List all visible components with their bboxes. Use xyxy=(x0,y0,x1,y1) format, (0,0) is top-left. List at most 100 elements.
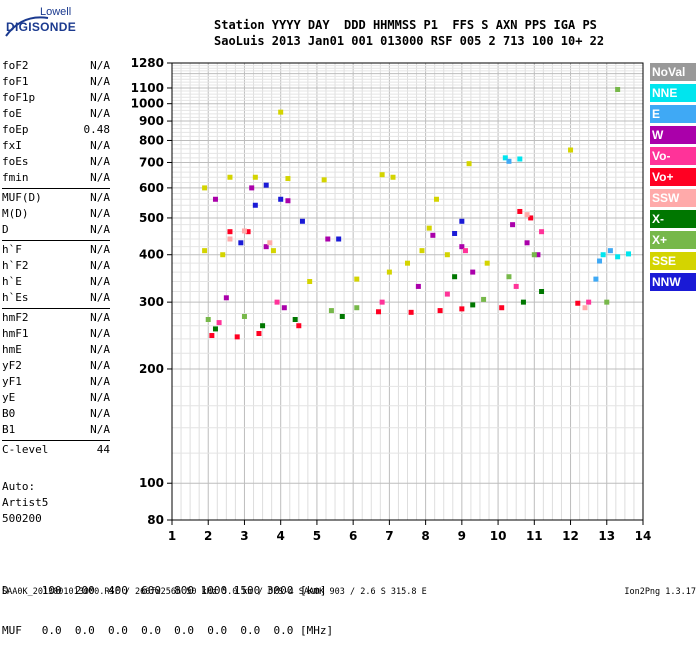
param-value: N/A xyxy=(90,311,110,324)
echo-point-vo xyxy=(216,320,222,326)
echo-point-sse xyxy=(426,225,432,231)
echo-point-w xyxy=(415,283,421,289)
param-value: N/A xyxy=(90,223,110,236)
echo-point-sse xyxy=(202,185,208,191)
file-info-footer: SAA0K_2013001013000.RSF / 260fx256h 50 k… xyxy=(2,587,427,597)
param-row: C-level 44 xyxy=(2,442,110,458)
legend-item-vo: Vo- xyxy=(650,147,696,165)
echo-point-vo xyxy=(408,309,414,315)
echo-point-nne xyxy=(600,252,606,258)
x-tick-label: 8 xyxy=(421,529,429,543)
echo-point-nne xyxy=(517,156,523,162)
echo-point-vo xyxy=(376,309,382,315)
echo-point-e xyxy=(593,276,599,282)
y-tick-label: 900 xyxy=(139,114,164,128)
echo-point-vo xyxy=(513,283,519,289)
param-name: MUF(D) xyxy=(2,191,42,204)
echo-point-ssw xyxy=(524,212,530,218)
x-tick-label: 2 xyxy=(204,529,212,543)
param-name: B0 xyxy=(2,407,16,420)
param-row: yF2 N/A xyxy=(2,358,110,374)
x-tick-label: 9 xyxy=(458,529,466,543)
param-name: C-level xyxy=(2,443,49,456)
param-row: h`F2 N/A xyxy=(2,258,110,274)
echo-point-ssw xyxy=(241,228,247,234)
muf-table-distance-row: D 100 200 400 600 800 1000 1500 3000 [km… xyxy=(2,584,327,597)
param-value: 44 xyxy=(96,443,110,456)
echo-point-vo xyxy=(256,331,262,337)
echo-point-nnw xyxy=(299,218,305,224)
y-tick-label: 80 xyxy=(147,513,164,527)
echo-point-sse xyxy=(227,174,233,180)
echo-point-x xyxy=(470,302,476,308)
legend-item-noval: NoVal xyxy=(650,63,696,81)
param-row: hmF2 N/A xyxy=(2,310,110,326)
param-value: N/A xyxy=(90,243,110,256)
echo-point-x xyxy=(354,305,360,311)
echo-point-sse xyxy=(405,260,410,266)
echo-point-sse xyxy=(307,279,313,285)
echo-point-x xyxy=(520,299,526,305)
echo-point-w xyxy=(263,244,269,250)
echo-point-w xyxy=(470,269,476,275)
echo-point-nnw xyxy=(459,218,465,224)
echo-point-vo xyxy=(437,308,443,314)
echo-point-vo xyxy=(444,291,450,297)
ionogram-chart: 1 2 3 4 5 6 7 8 9 10 11 12 13 14801002003004005006007… xyxy=(131,56,652,543)
param-name: hmF2 xyxy=(2,311,29,324)
echo-point-sse xyxy=(568,147,574,153)
autoscaling-info: Auto: Artist5 500200 xyxy=(2,479,110,527)
echo-point-x xyxy=(615,86,621,92)
param-name: h`F2 xyxy=(2,259,29,272)
x-tick-label: 7 xyxy=(385,529,393,543)
legend-item-nne: NNE xyxy=(650,84,696,102)
param-name: M(D) xyxy=(2,207,29,220)
echo-point-sse xyxy=(285,176,291,182)
echo-point-sse xyxy=(444,252,450,258)
param-row: h`E N/A xyxy=(2,274,110,290)
echo-point-sse xyxy=(354,276,360,282)
param-value: N/A xyxy=(90,139,110,152)
param-name: yF1 xyxy=(2,375,22,388)
echo-point-x xyxy=(241,313,247,319)
echo-point-sse xyxy=(278,109,284,115)
legend-item-vo: Vo+ xyxy=(650,168,696,186)
param-row: B0 N/A xyxy=(2,406,110,422)
echo-point-nnw xyxy=(278,196,284,202)
param-row: M(D) N/A xyxy=(2,206,110,222)
echo-point-vo xyxy=(575,300,581,306)
echo-point-x xyxy=(260,323,266,329)
auto-code: 500200 xyxy=(2,512,42,525)
echo-point-ssw xyxy=(267,240,273,246)
echo-point-e xyxy=(597,258,603,264)
echo-point-w xyxy=(285,198,291,204)
y-tick-label: 800 xyxy=(139,133,164,147)
y-tick-label: 1280 xyxy=(131,56,164,70)
param-value: 0.48 xyxy=(83,123,111,136)
echo-point-nnw xyxy=(452,230,458,236)
param-row: foF1p N/A xyxy=(2,90,110,106)
param-row: foF2 N/A xyxy=(2,58,110,74)
echo-point-sse xyxy=(484,260,490,266)
param-row: MUF(D) N/A xyxy=(2,190,110,206)
echo-point-x xyxy=(604,299,610,305)
echo-point-x xyxy=(481,296,487,302)
echo-point-sse xyxy=(220,252,226,258)
echo-point-x xyxy=(339,313,345,319)
param-value: N/A xyxy=(90,107,110,120)
y-tick-label: 1100 xyxy=(131,81,164,95)
echo-point-x xyxy=(506,274,512,280)
echo-point-x xyxy=(531,252,537,258)
echo-point-sse xyxy=(270,248,276,254)
echo-point-e xyxy=(506,158,512,164)
x-tick-label: 4 xyxy=(277,529,285,543)
echo-point-sse xyxy=(379,172,385,178)
x-tick-label: 10 xyxy=(490,529,507,543)
param-value: N/A xyxy=(90,423,110,436)
param-value: N/A xyxy=(90,207,110,220)
echo-point-vo xyxy=(379,299,385,305)
param-row: foEp 0.48 xyxy=(2,122,110,138)
auto-artist: Artist5 xyxy=(2,496,49,509)
echo-point-sse xyxy=(466,161,472,167)
param-value: N/A xyxy=(90,327,110,340)
